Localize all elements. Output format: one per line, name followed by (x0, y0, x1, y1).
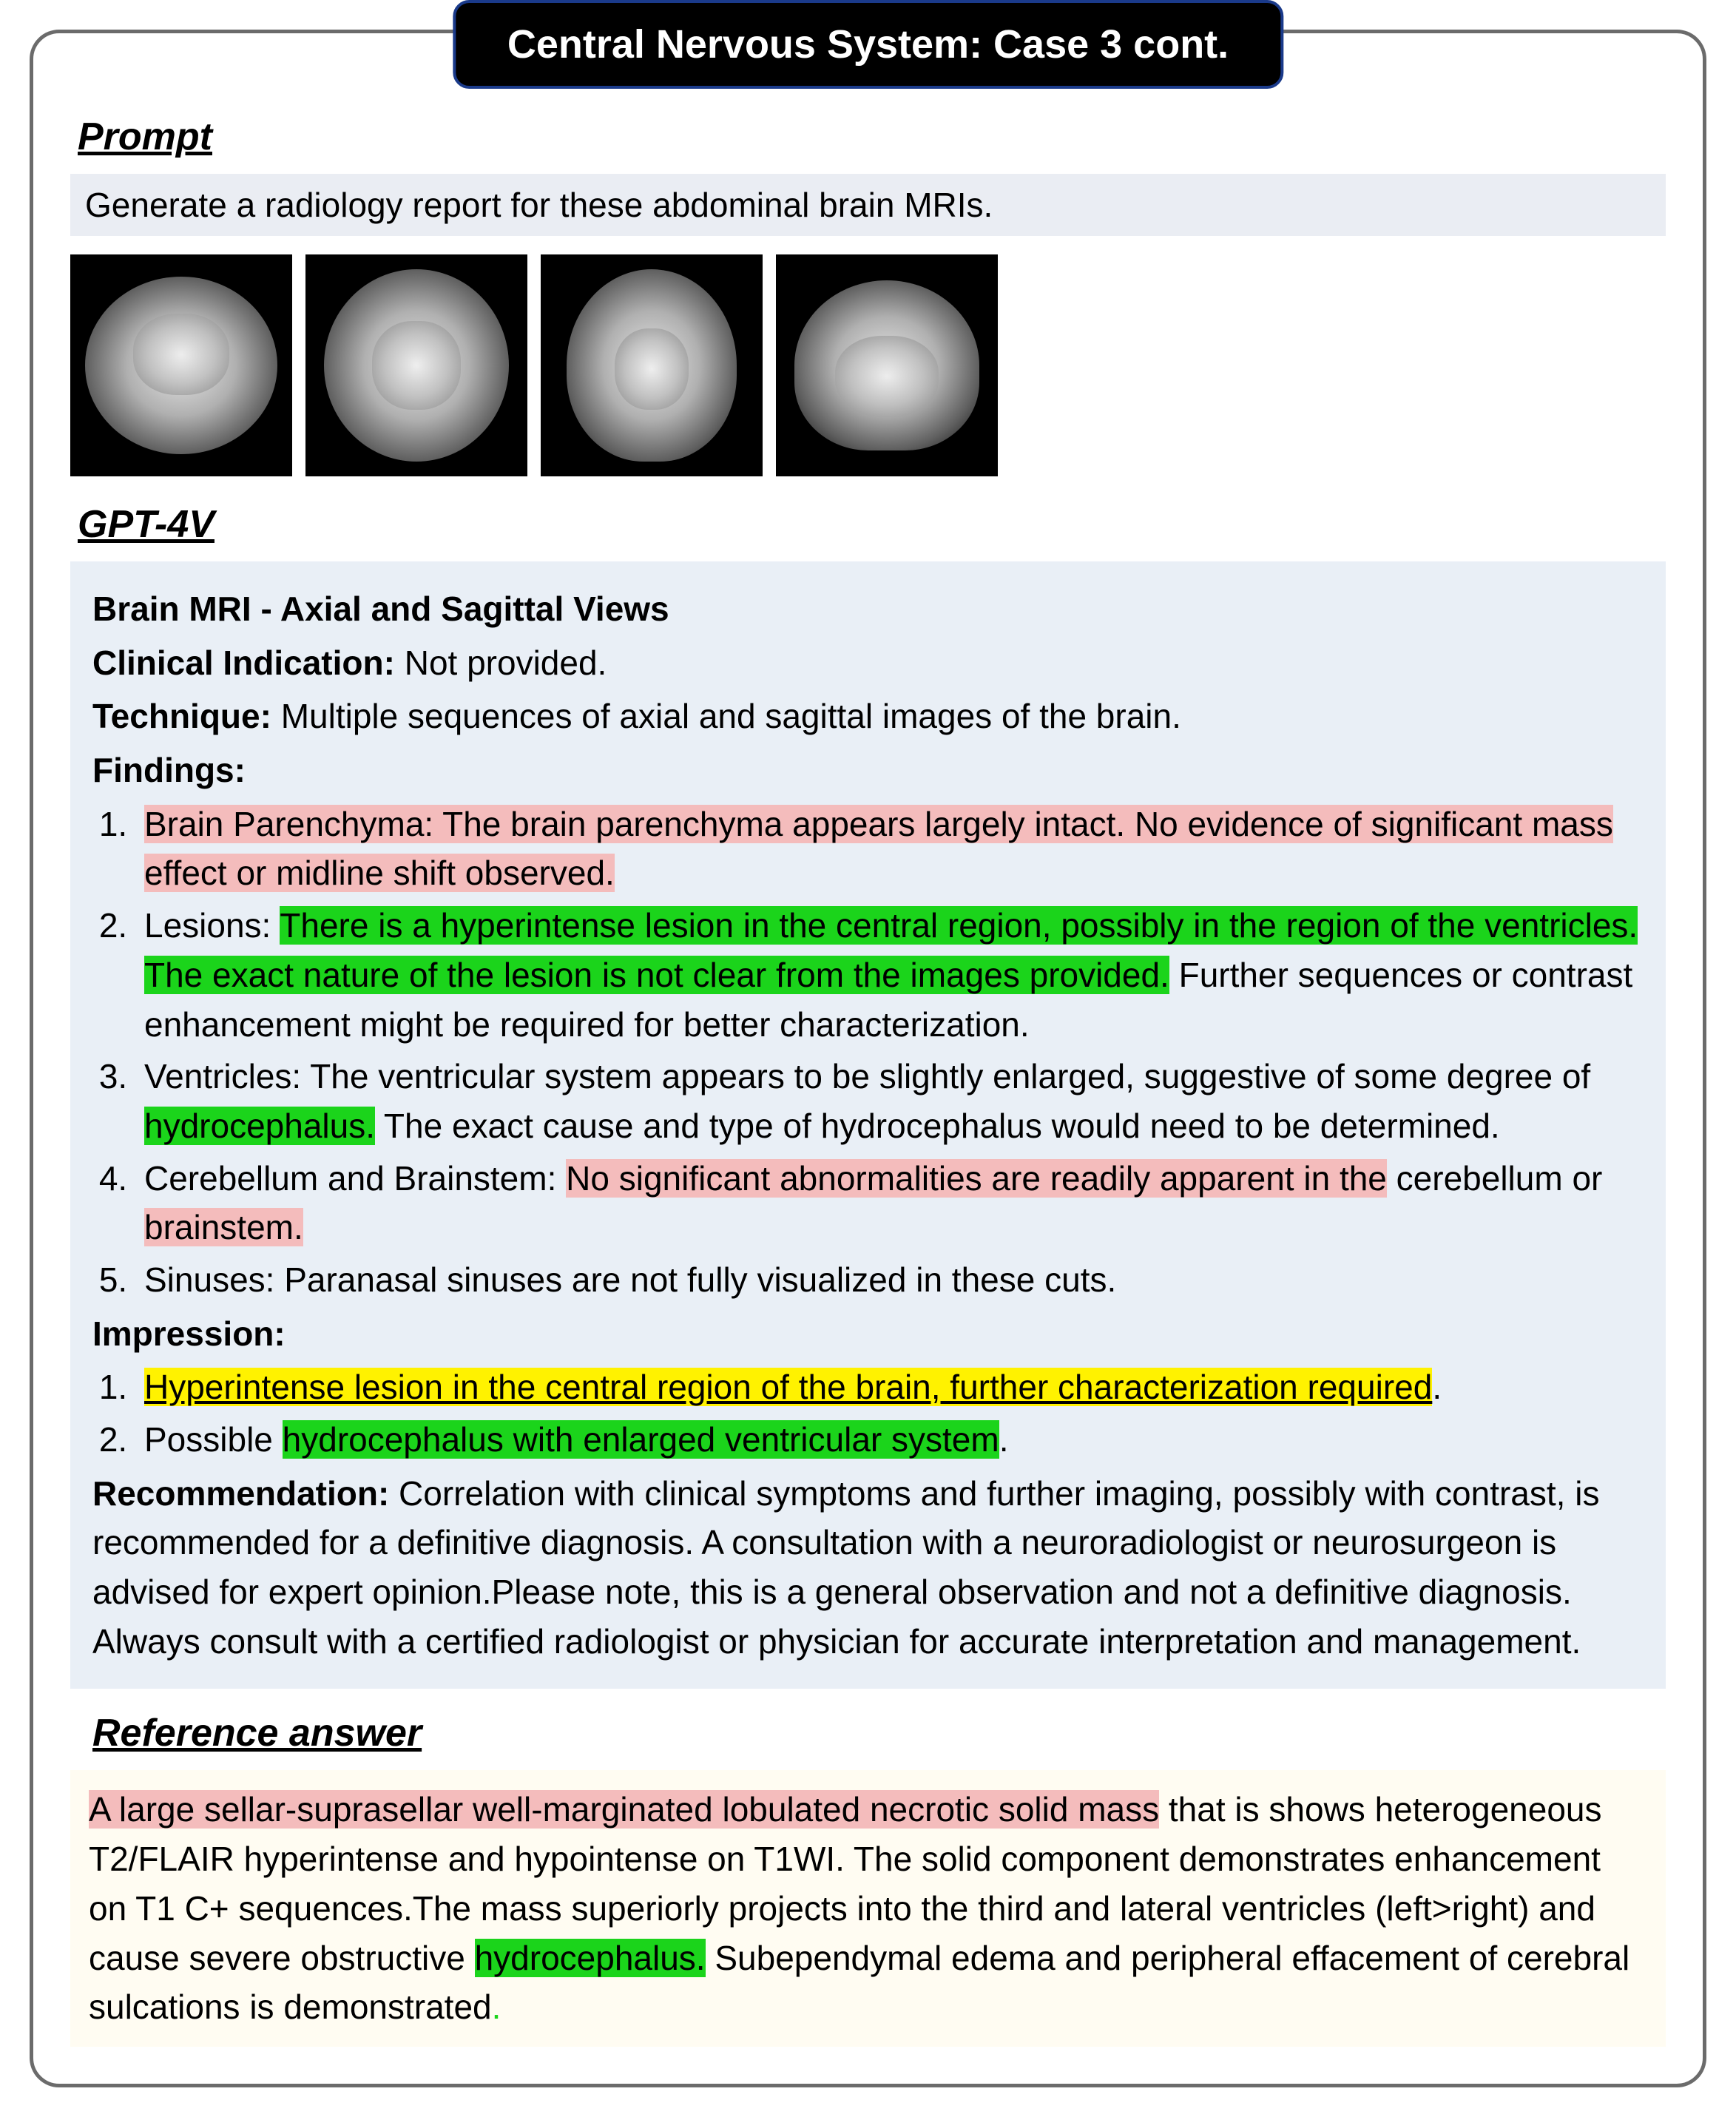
finding-5: Sinuses: Paranasal sinuses are not fully… (137, 1255, 1644, 1305)
impression-2: Possible hydrocephalus with enlarged ven… (137, 1415, 1644, 1465)
clinical-label: Clinical Indication: (92, 644, 395, 682)
technique-line: Technique: Multiple sequences of axial a… (92, 692, 1644, 741)
finding-4-mid: cerebellum or (1387, 1159, 1602, 1198)
recommendation-label: Recommendation: (92, 1474, 389, 1513)
impression-2-pre: Possible (144, 1420, 283, 1459)
finding-3-pre: Ventricles: The ventricular system appea… (144, 1057, 1590, 1095)
reference-text: A large sellar-suprasellar well-marginat… (89, 1785, 1647, 2031)
reference-heading: Reference answer (92, 1711, 1666, 1755)
finding-4-pink2: brainstem. (144, 1208, 303, 1246)
impression-2-green: hydrocephalus with enlarged ventricular … (283, 1420, 999, 1459)
title-badge: Central Nervous System: Case 3 cont. (453, 0, 1283, 89)
recommendation-line: Recommendation: Correlation with clinica… (92, 1469, 1644, 1667)
impression-2-dot: . (999, 1420, 1009, 1459)
finding-3: Ventricles: The ventricular system appea… (137, 1052, 1644, 1150)
finding-2-pre: Lesions: (144, 906, 280, 945)
finding-3-post: The exact cause and type of hydrocephalu… (375, 1107, 1500, 1145)
impression-list: Hyperintense lesion in the central regio… (92, 1363, 1644, 1464)
prompt-text: Generate a radiology report for these ab… (70, 174, 1666, 236)
prompt-heading: Prompt (78, 115, 1666, 159)
finding-3-green: hydrocephalus. (144, 1107, 375, 1145)
finding-2: Lesions: There is a hyperintense lesion … (137, 901, 1644, 1049)
clinical-line: Clinical Indication: Not provided. (92, 638, 1644, 688)
findings-list: Brain Parenchyma: The brain parenchyma a… (92, 800, 1644, 1305)
clinical-value: Not provided. (395, 644, 607, 682)
finding-4-pre: Cerebellum and Brainstem: (144, 1159, 566, 1198)
reference-green: hydrocephalus. (475, 1939, 706, 1977)
findings-label: Findings: (92, 746, 1644, 795)
finding-1: Brain Parenchyma: The brain parenchyma a… (137, 800, 1644, 898)
impression-1-dot: . (1432, 1368, 1442, 1406)
reference-box: A large sellar-suprasellar well-marginat… (70, 1770, 1666, 2046)
reference-pink: A large sellar-suprasellar well-marginat… (89, 1790, 1159, 1829)
impression-1-yellow: Hyperintense lesion in the central regio… (144, 1368, 1432, 1406)
finding-4-pink1: No significant abnormalities are readily… (566, 1159, 1387, 1198)
finding-4: Cerebellum and Brainstem: No significant… (137, 1154, 1644, 1252)
mri-image-3 (541, 254, 763, 476)
mri-image-4 (776, 254, 998, 476)
technique-label: Technique: (92, 697, 271, 735)
mri-image-2 (305, 254, 527, 476)
reference-dot: . (492, 1988, 501, 2026)
impression-label: Impression: (92, 1309, 1644, 1359)
gpt-heading: GPT-4V (78, 502, 1666, 547)
impression-1: Hyperintense lesion in the central regio… (137, 1363, 1644, 1412)
gpt-response-box: Brain MRI - Axial and Sagittal Views Cli… (70, 561, 1666, 1689)
mri-image-row (70, 254, 1666, 476)
case-card: Central Nervous System: Case 3 cont. Pro… (30, 30, 1706, 2087)
gpt-header: Brain MRI - Axial and Sagittal Views (92, 584, 1644, 634)
technique-value: Multiple sequences of axial and sagittal… (271, 697, 1181, 735)
mri-image-1 (70, 254, 292, 476)
finding-1-pink: Brain Parenchyma: The brain parenchyma a… (144, 805, 1613, 893)
